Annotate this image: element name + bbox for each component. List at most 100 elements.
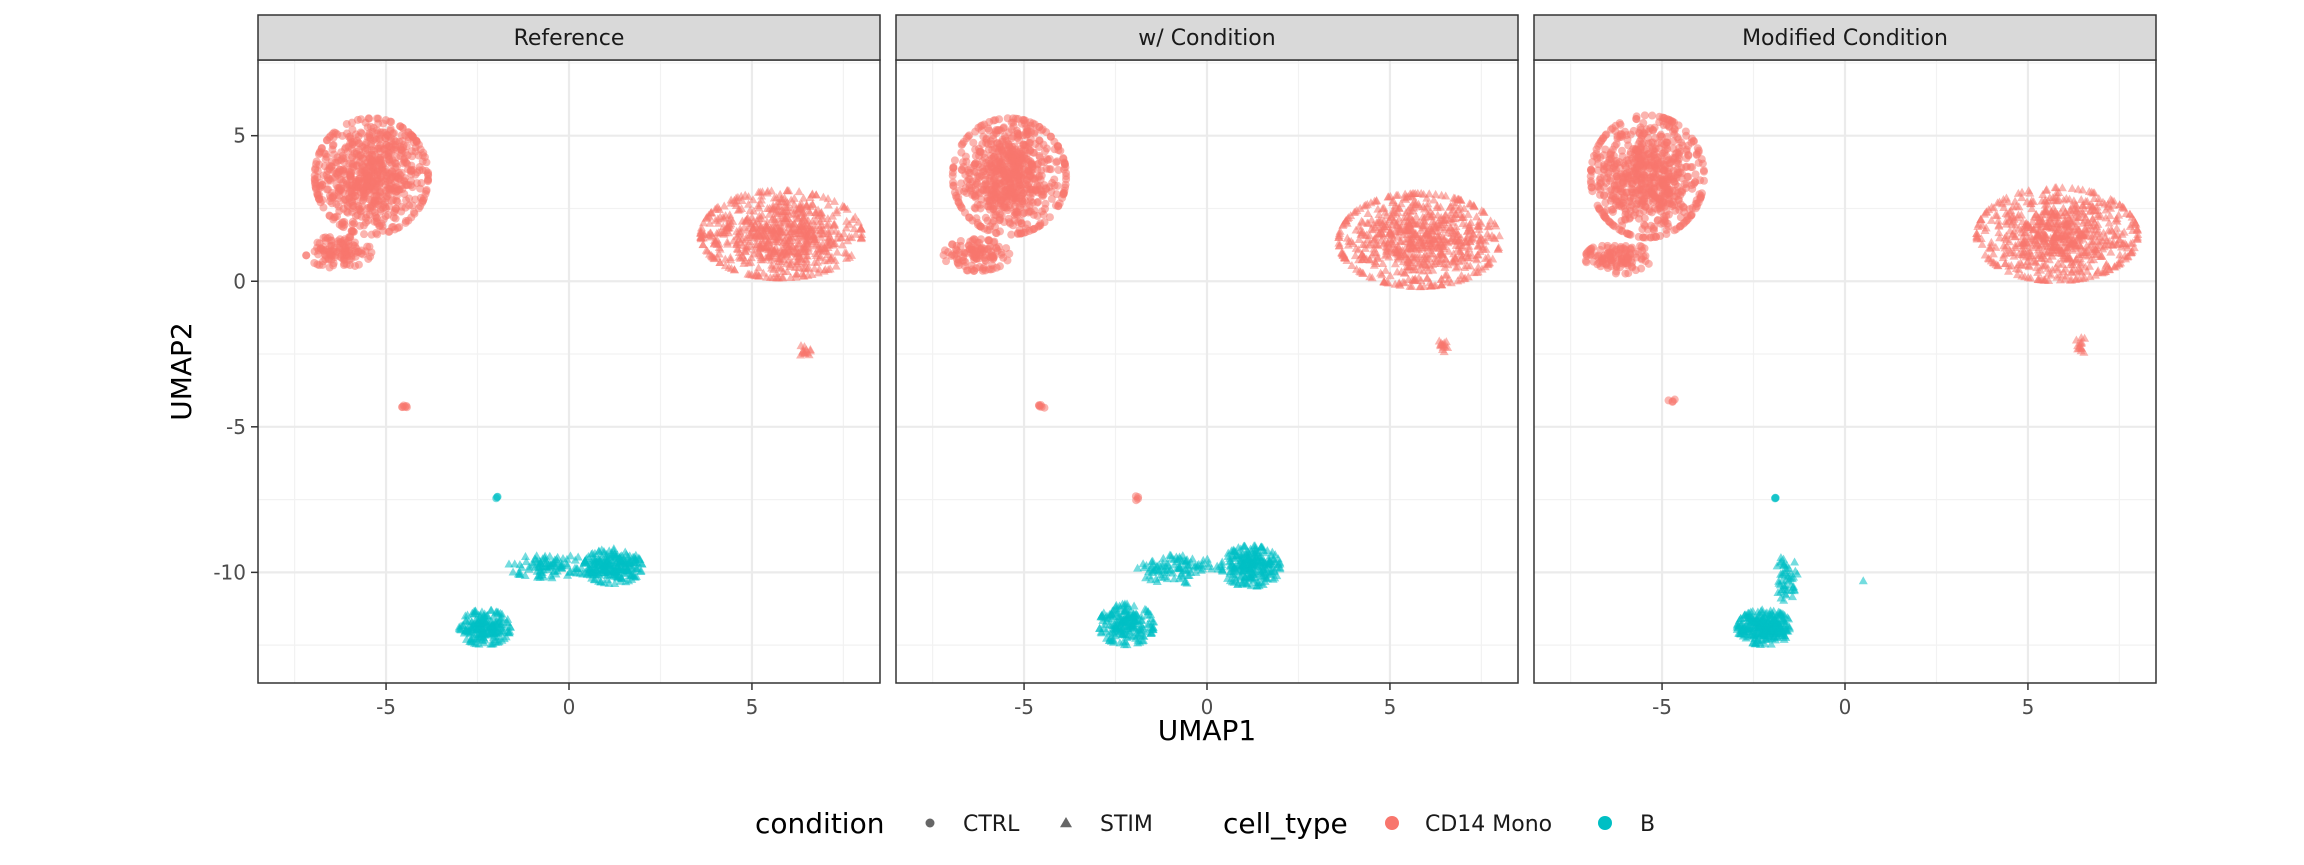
data-point <box>368 206 377 215</box>
data-point <box>722 225 732 234</box>
data-point <box>390 225 399 234</box>
data-point <box>1020 228 1029 237</box>
data-point <box>768 235 778 244</box>
data-point <box>1648 138 1657 147</box>
data-point <box>396 122 405 131</box>
data-point <box>504 559 514 568</box>
data-point <box>1660 114 1669 123</box>
data-point <box>969 267 978 276</box>
data-point <box>768 203 778 212</box>
data-point <box>1669 127 1678 136</box>
data-point <box>848 214 858 223</box>
data-point <box>773 197 783 206</box>
data-point <box>1635 209 1644 218</box>
data-point <box>732 196 742 205</box>
data-point <box>1050 145 1059 154</box>
data-point <box>311 179 320 188</box>
data-point <box>799 258 809 267</box>
data-point <box>1641 233 1650 242</box>
data-point <box>745 218 755 227</box>
data-point <box>1062 169 1071 178</box>
data-point <box>982 135 991 144</box>
data-point <box>1640 111 1649 120</box>
data-point <box>1594 160 1603 169</box>
data-point <box>804 246 814 255</box>
data-point <box>1634 140 1643 149</box>
data-point <box>1041 199 1050 208</box>
data-point <box>1014 218 1023 227</box>
data-point <box>326 242 335 251</box>
data-point <box>818 192 828 201</box>
data-point <box>959 253 968 262</box>
data-point <box>844 252 854 261</box>
data-point <box>404 128 413 137</box>
data-point <box>1045 165 1054 174</box>
data-point <box>697 223 707 232</box>
data-point <box>823 265 833 274</box>
data-point <box>482 621 492 630</box>
data-point <box>543 565 553 574</box>
data-point <box>804 231 814 240</box>
data-point <box>313 167 322 176</box>
data-point <box>754 203 764 212</box>
data-point <box>321 236 330 245</box>
data-point <box>424 176 433 185</box>
data-point <box>608 550 618 559</box>
data-point <box>761 253 771 262</box>
data-point <box>1020 154 1029 163</box>
data-point <box>1651 162 1660 171</box>
data-point <box>976 204 985 213</box>
cluster-6 <box>492 492 502 503</box>
data-point <box>696 227 706 236</box>
data-point <box>365 114 374 123</box>
data-point <box>328 141 337 150</box>
data-point <box>731 200 741 209</box>
data-point <box>745 241 755 250</box>
data-point <box>587 573 597 582</box>
data-point <box>775 232 785 241</box>
data-point <box>992 144 1001 153</box>
y-tick-label: -5 <box>226 415 246 439</box>
data-point <box>767 244 777 253</box>
data-point <box>798 263 808 272</box>
data-point <box>604 555 614 564</box>
data-point <box>1612 172 1621 181</box>
data-point <box>543 561 553 570</box>
data-point <box>843 236 853 245</box>
data-point <box>762 272 772 281</box>
data-point <box>799 221 809 230</box>
data-point <box>811 210 821 219</box>
data-point <box>347 227 356 236</box>
data-point <box>713 214 723 223</box>
data-point <box>723 239 733 248</box>
data-point <box>508 567 518 576</box>
data-point <box>1659 198 1668 207</box>
data-point <box>977 195 986 204</box>
data-point <box>424 170 433 179</box>
data-point <box>856 233 866 242</box>
data-point <box>1006 170 1015 179</box>
data-point <box>1645 176 1654 185</box>
data-point <box>755 221 765 230</box>
data-point <box>347 186 356 195</box>
data-point <box>755 251 765 260</box>
data-point <box>782 186 792 195</box>
data-point <box>992 207 1001 216</box>
data-point <box>827 211 837 220</box>
data-point <box>335 245 344 254</box>
data-point <box>1590 151 1599 160</box>
data-point <box>992 183 1001 192</box>
data-point <box>840 248 850 257</box>
data-point <box>796 247 806 256</box>
data-point <box>313 238 322 247</box>
data-point <box>624 576 634 585</box>
data-point <box>774 262 784 271</box>
data-point <box>387 174 396 183</box>
data-point <box>470 633 480 642</box>
data-point <box>1671 180 1680 189</box>
data-point <box>417 179 426 188</box>
data-point <box>403 165 412 174</box>
facet-panel-3: Modified Condition-5 0 5 <box>1533 14 2157 719</box>
data-point <box>756 195 766 204</box>
data-point <box>347 173 356 182</box>
